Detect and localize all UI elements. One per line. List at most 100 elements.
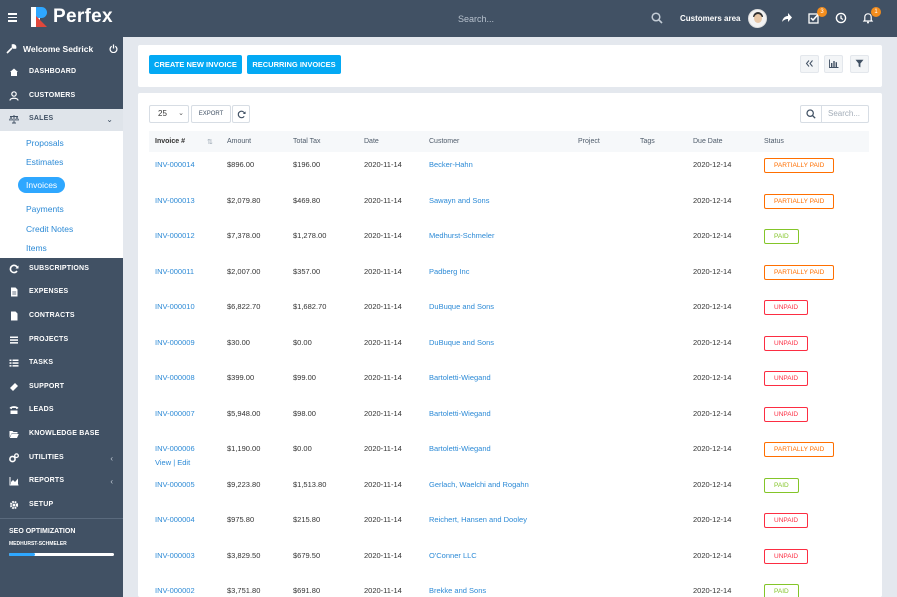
invoice-number-link[interactable]: INV-000013 (155, 195, 195, 205)
sidebar-item-reports[interactable]: REPORTS ‹ (0, 471, 123, 493)
customers-area-link[interactable]: Customers area (680, 14, 741, 23)
invoice-date: 2020-11-14 (364, 373, 402, 382)
hamburger-menu-icon[interactable] (8, 13, 17, 22)
stats-button[interactable] (824, 55, 843, 73)
invoice-number-link[interactable]: INV-000008 (155, 373, 195, 382)
top-search-input[interactable]: Search... (458, 14, 495, 24)
submenu-item-credit-notes[interactable]: Credit Notes (26, 224, 74, 234)
invoice-number-link[interactable]: INV-000007 (155, 408, 195, 418)
column-header-customer[interactable]: Customer (429, 138, 460, 145)
table-row: INV-000004 $975.80 $215.80 2020-11-14 Reiche… (149, 507, 869, 542)
sidebar-item-subscriptions[interactable]: SUBSCRIPTIONS (0, 259, 123, 281)
submenu-item-estimates[interactable]: Estimates (26, 157, 64, 167)
table-search-button[interactable] (800, 105, 822, 123)
invoice-total-tax: $1,682.70 (293, 302, 327, 311)
reload-table-button[interactable] (232, 105, 250, 123)
invoice-number-link[interactable]: INV-000011 (155, 266, 195, 276)
column-header-project[interactable]: Project (578, 138, 600, 145)
sidebar-item-leads[interactable]: LEADS (0, 400, 123, 422)
recurring-invoices-button[interactable]: RECURRING INVOICES (247, 55, 341, 74)
invoice-due-date: 2020-12-14 (693, 160, 732, 169)
export-button[interactable]: EXPORT (191, 105, 231, 123)
sidebar-item-knowledge-base[interactable]: KNOWLEDGE BASE (0, 424, 123, 446)
chevron-down-icon: ⌄ (178, 110, 184, 117)
submenu-item-payments[interactable]: Payments (26, 204, 64, 214)
customer-link[interactable]: Gerlach, Waelchi and Rogahn (429, 479, 529, 489)
column-header-total-tax[interactable]: Total Tax (293, 138, 321, 145)
customer-link[interactable]: Brekke and Sons (429, 586, 487, 595)
invoice-due-date: 2020-12-14 (693, 231, 732, 240)
customer-link[interactable]: Medhurst-Schmeler (429, 231, 495, 240)
invoice-number-link[interactable]: INV-000012 (155, 231, 195, 240)
bell-icon[interactable] (862, 12, 874, 24)
customer-link[interactable]: Padberg Inc (429, 266, 470, 276)
bar-chart-icon (828, 59, 838, 68)
customer-link[interactable]: Bartoletti-Wiegand (429, 444, 491, 453)
logo-mark-icon (31, 7, 47, 27)
invoice-number-link[interactable]: INV-000014 (155, 160, 195, 169)
share-icon[interactable] (781, 12, 793, 24)
sort-icon[interactable]: ⇅ (207, 139, 213, 146)
app-logo[interactable]: Perfex (31, 6, 113, 28)
create-invoice-button[interactable]: CREATE NEW INVOICE (149, 55, 242, 74)
sidebar-item-sales[interactable]: SALES ⌄ (0, 109, 123, 131)
sidebar-item-customers[interactable]: CUSTOMERS (0, 86, 123, 108)
invoice-number-link[interactable]: INV-000005 (155, 479, 195, 489)
sidebar-item-projects[interactable]: PROJECTS (0, 330, 123, 352)
sidebar-item-label: SUPPORT (29, 383, 65, 390)
project-progress-widget[interactable]: SEO OPTIMIZATION MEDHURST-SCHMELER (0, 518, 123, 597)
column-header-status[interactable]: Status (764, 138, 784, 145)
column-header-invoice-number[interactable]: Invoice # (155, 138, 185, 145)
invoice-due-date: 2020-12-14 (693, 337, 732, 347)
customer-link[interactable]: DuBuque and Sons (429, 302, 495, 311)
tasks-check-icon[interactable] (808, 12, 820, 24)
submenu-item-items[interactable]: Items (26, 243, 47, 253)
customer-link[interactable]: Sawayn and Sons (429, 195, 490, 205)
search-icon[interactable] (651, 12, 663, 24)
submenu-item-invoices[interactable]: Invoices (18, 177, 66, 193)
column-header-tags[interactable]: Tags (640, 138, 655, 145)
power-icon[interactable] (109, 44, 118, 53)
customer-link[interactable]: Bartoletti-Wiegand (429, 373, 491, 382)
column-header-amount[interactable]: Amount (227, 138, 252, 145)
sidebar-item-dashboard[interactable]: DASHBOARD (0, 62, 123, 84)
invoice-number-link[interactable]: INV-000009 (155, 337, 195, 347)
invoice-total-tax: $99.00 (293, 373, 316, 382)
sidebar-item-tasks[interactable]: TASKS (0, 353, 123, 375)
table-row: INV-000010 $6,822.70 $1,682.70 2020-11-14 Du… (149, 294, 869, 329)
invoice-number-link[interactable]: INV-000004 (155, 515, 195, 524)
clock-icon[interactable] (835, 12, 847, 24)
customer-link[interactable]: O'Conner LLC (429, 550, 477, 560)
invoice-number-link[interactable]: INV-000003 (155, 550, 195, 560)
invoice-total-tax: $0.00 (293, 337, 312, 347)
submenu-item-proposals[interactable]: Proposals (26, 138, 64, 148)
sidebar-item-setup[interactable]: SETUP (0, 495, 123, 517)
customer-link[interactable]: DuBuque and Sons (429, 337, 495, 347)
invoice-amount: $7,378.00 (227, 231, 261, 240)
invoice-total-tax: $679.50 (293, 550, 321, 560)
row-actions-view-edit[interactable]: View | Edit (155, 458, 191, 467)
status-badge: PAID (764, 584, 799, 597)
customer-link[interactable]: Becker-Hahn (429, 160, 473, 169)
table-search-input[interactable]: Search... (822, 105, 869, 123)
table-row: INV-000007 $5,948.00 $98.00 2020-11-14 Barto… (149, 401, 869, 436)
invoice-number-link[interactable]: INV-000006 (155, 444, 195, 453)
collapse-panel-button[interactable] (800, 55, 819, 73)
sidebar-item-utilities[interactable]: UTILITIES ‹ (0, 448, 123, 470)
filter-button[interactable] (850, 55, 869, 73)
invoice-due-date: 2020-12-14 (693, 586, 732, 595)
column-header-date[interactable]: Date (364, 138, 379, 145)
column-header-due-date[interactable]: Due Date (693, 138, 723, 145)
sidebar-item-contracts[interactable]: CONTRACTS (0, 306, 123, 328)
invoice-number-link[interactable]: INV-000010 (155, 302, 195, 311)
page-length-select[interactable]: 25 ⌄ (149, 105, 189, 123)
customer-link[interactable]: Bartoletti-Wiegand (429, 408, 491, 418)
user-avatar[interactable] (748, 9, 767, 28)
invoice-date: 2020-11-14 (364, 408, 402, 418)
sidebar-item-support[interactable]: SUPPORT (0, 377, 123, 399)
invoice-number-link[interactable]: INV-000002 (155, 586, 195, 595)
customer-link[interactable]: Reichert, Hansen and Dooley (429, 515, 527, 524)
invoice-amount: $896.00 (227, 160, 255, 169)
folder-open-icon (9, 431, 19, 438)
sidebar-item-expenses[interactable]: EXPENSES (0, 282, 123, 304)
